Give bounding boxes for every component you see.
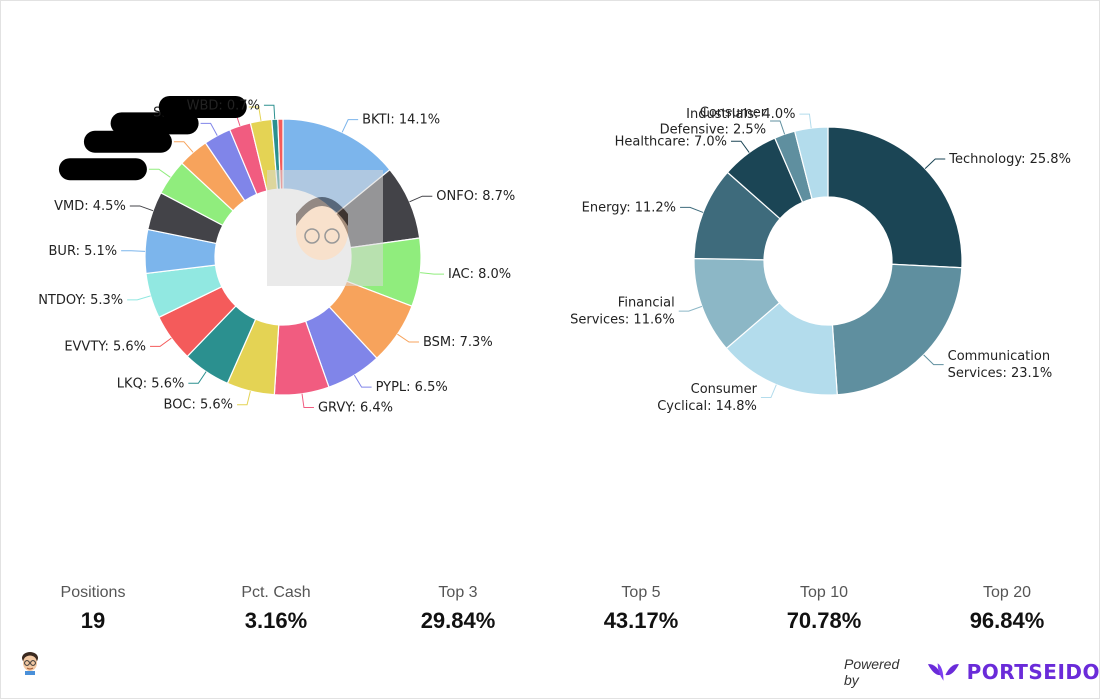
leader-line — [924, 158, 946, 170]
leader-line — [397, 333, 419, 343]
leader-line — [301, 393, 314, 409]
data-label-bur: BUR: 5.1% — [49, 244, 118, 259]
leader-line — [731, 140, 750, 153]
stat-name: Pct. Cash — [241, 584, 311, 601]
stat-top5: Top 5 43.17% — [561, 584, 721, 634]
stat-top3: Top 3 29.84% — [378, 584, 538, 634]
data-label-iac: IAC: 8.0% — [448, 267, 511, 282]
stat-value: 70.78% — [786, 608, 862, 633]
data-label-healthcare: Healthcare: 7.0% — [615, 134, 727, 149]
stat-name: Top 3 — [438, 584, 478, 601]
charts-canvas: BKTI: 14.1% ONFO: 8.7% IAC: 8.0% BSM: 7.3% P… — [38, 95, 1071, 416]
stat-value: 3.16% — [244, 608, 308, 633]
data-label-bsm: BSM: 7.3% — [423, 335, 493, 350]
leader-line — [173, 141, 194, 153]
slice-technology[interactable] — [827, 126, 963, 269]
leader-line — [341, 119, 359, 133]
data-label-consumer: Consumer Cyclical: 14.8% — [657, 382, 757, 414]
data-label-wbd: WBD: 0.7% — [187, 98, 260, 113]
leader-line — [150, 337, 172, 347]
stat-name: Top 20 — [982, 584, 1032, 601]
donut-chart-1: BKTI: 14.1% ONFO: 8.7% IAC: 8.0% BSM: 7.3% P… — [38, 95, 515, 416]
data-label-ntdoy: NTDOY: 5.3% — [38, 293, 123, 308]
leader-line — [760, 384, 777, 399]
data-label-bkti: BKTI: 14.1% — [362, 113, 440, 128]
data-label-communication: Communication Services: 23.1% — [948, 349, 1053, 381]
stat-value: 96.84% — [969, 608, 1045, 633]
leader-line — [248, 106, 262, 121]
donut-chart-2: Technology: 25.8% Communication Services: … — [570, 105, 1071, 414]
data-label-onfo: ONFO: 8.7% — [436, 189, 515, 204]
leader-line — [121, 250, 146, 252]
stat-top20: Top 20 96.84% — [927, 584, 1087, 634]
leader-line — [129, 205, 154, 212]
leader-line — [678, 305, 703, 312]
redacted-label — [58, 158, 147, 181]
leader-line — [923, 354, 944, 366]
leader-line — [420, 272, 445, 275]
stat-name: Top 5 — [621, 584, 661, 601]
data-label-financial: Financial Services: 11.6% — [570, 296, 675, 328]
powered-by-text: Powered by — [844, 656, 900, 688]
data-label-boc: BOC: 5.6% — [164, 398, 234, 413]
leader-line — [353, 374, 372, 388]
stat-top10: Top 10 70.78% — [744, 584, 904, 634]
slice-industrials[interactable] — [793, 126, 829, 200]
slice-communication-services[interactable] — [831, 263, 963, 396]
redacted-label — [83, 130, 172, 153]
portseido-logo-icon — [927, 663, 959, 681]
data-label-vmd: VMD: 4.5% — [54, 199, 126, 214]
redacted-label — [158, 95, 247, 118]
stat-value: 29.84% — [420, 608, 496, 633]
stat-name: Positions — [60, 584, 126, 601]
stat-positions: Positions 19 — [13, 584, 173, 634]
data-label-energy: Energy: 11.2% — [582, 200, 676, 215]
avatar-icon — [22, 652, 38, 675]
data-label-lkq: LKQ: 5.6% — [117, 376, 185, 391]
leader-line — [263, 104, 276, 120]
data-label-consumer: Consumer Defensive: 2.5% — [660, 105, 767, 137]
leader-line — [200, 122, 218, 136]
leader-line — [799, 113, 812, 129]
data-label-technology: Technology: 25.8% — [948, 152, 1071, 167]
leader-line — [237, 390, 251, 406]
brand-name: PORTSEIDO — [966, 660, 1100, 684]
data-label-industrials: Industrials: 4.0% — [686, 107, 795, 122]
stat-name: Top 10 — [799, 584, 849, 601]
data-label-pypl: PYPL: 6.5% — [376, 380, 448, 395]
leader-line — [127, 295, 151, 301]
stat-value: 43.17% — [603, 608, 679, 633]
avatar-watermark-icon — [267, 170, 383, 286]
data-label-evvty: EVVTY: 5.6% — [64, 339, 146, 354]
leader-line — [148, 168, 171, 178]
leader-line — [680, 206, 704, 213]
stat-value: 19 — [80, 608, 106, 633]
leader-line — [770, 120, 786, 135]
leader-line — [188, 371, 207, 384]
data-label-grvy: GRVY: 6.4% — [318, 401, 393, 416]
stat-pct-cash: Pct. Cash 3.16% — [196, 584, 356, 634]
leader-line — [409, 195, 433, 203]
powered-by: Powered by PORTSEIDO — [844, 656, 1100, 688]
